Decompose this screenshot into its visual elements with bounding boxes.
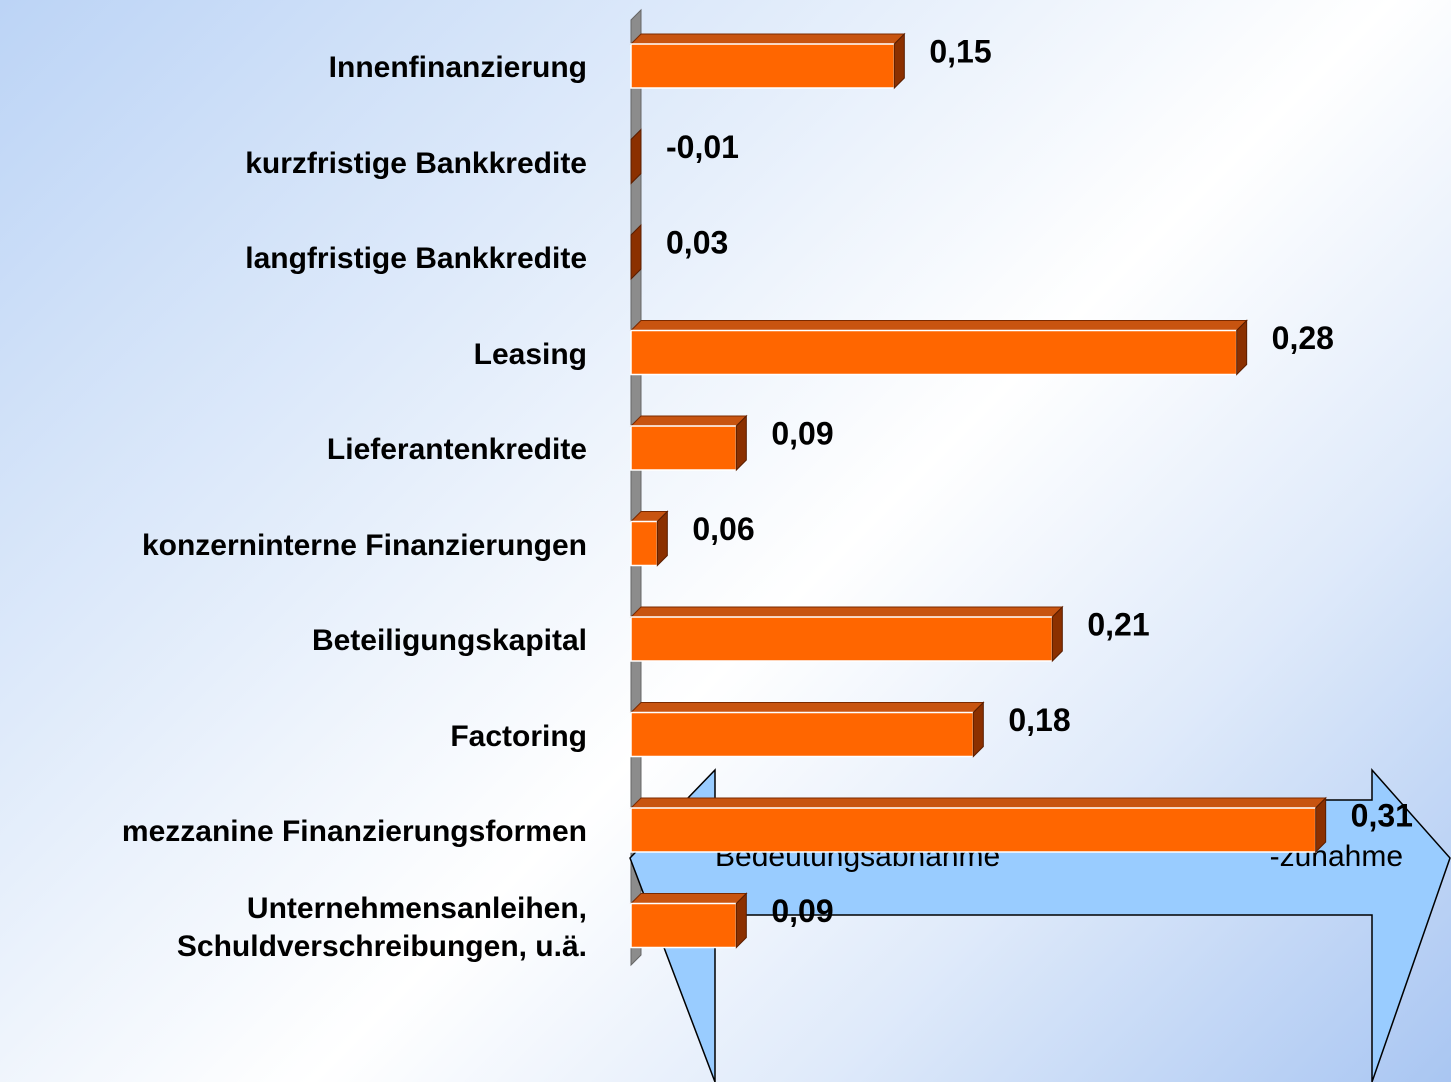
value-label: 0,09 bbox=[771, 893, 833, 929]
bar-side bbox=[656, 510, 668, 567]
bar bbox=[630, 807, 1317, 853]
bar bbox=[630, 711, 975, 758]
category-label: Leasing bbox=[473, 337, 587, 371]
value-label: -0,01 bbox=[666, 129, 739, 165]
value-label: 0,31 bbox=[1351, 797, 1413, 833]
bar-top bbox=[629, 320, 1248, 331]
value-label: 0,18 bbox=[1008, 702, 1070, 738]
bar-side bbox=[630, 128, 642, 185]
bar bbox=[630, 329, 1238, 376]
value-label: 0,06 bbox=[692, 511, 754, 547]
bar bbox=[630, 902, 738, 949]
value-label: 0,21 bbox=[1087, 606, 1149, 642]
category-label: Lieferantenkredite bbox=[326, 433, 587, 466]
bar bbox=[630, 520, 659, 567]
bar-top bbox=[629, 415, 748, 427]
bar bbox=[630, 616, 1054, 662]
value-label: 0,03 bbox=[666, 224, 728, 260]
bar-side bbox=[735, 892, 747, 949]
category-label: Factoring bbox=[450, 719, 587, 753]
bar-top bbox=[629, 606, 1064, 618]
bar-top bbox=[629, 893, 748, 904]
bar bbox=[630, 425, 738, 471]
bar-side bbox=[1051, 605, 1063, 663]
bar-side bbox=[1236, 319, 1248, 376]
category-label: konzerninterne Finanzierungen bbox=[141, 528, 587, 562]
category-label: Innenfinanzierung bbox=[328, 51, 587, 84]
bar-top bbox=[629, 702, 985, 713]
category-label: kurzfristige Bankkredite bbox=[245, 146, 587, 180]
bar-top bbox=[629, 797, 1327, 809]
category-label: Beteiligungskapital bbox=[311, 624, 587, 657]
bar bbox=[630, 43, 896, 89]
value-label: 0,28 bbox=[1272, 320, 1334, 356]
category-label: Unternehmensanleihen, Schuldverschreibun… bbox=[176, 891, 587, 963]
bar-side bbox=[972, 701, 984, 758]
category-label: mezzanine Finanzierungsformen bbox=[121, 815, 587, 848]
bar-side bbox=[630, 223, 642, 281]
category-label: langfristige Bankkredite bbox=[245, 242, 587, 275]
bar-side bbox=[893, 32, 905, 90]
value-label: 0,15 bbox=[929, 33, 991, 69]
bar-side bbox=[1315, 796, 1327, 854]
bar-top bbox=[629, 33, 906, 45]
value-label: 0,09 bbox=[771, 415, 833, 451]
bar-side bbox=[735, 414, 747, 472]
